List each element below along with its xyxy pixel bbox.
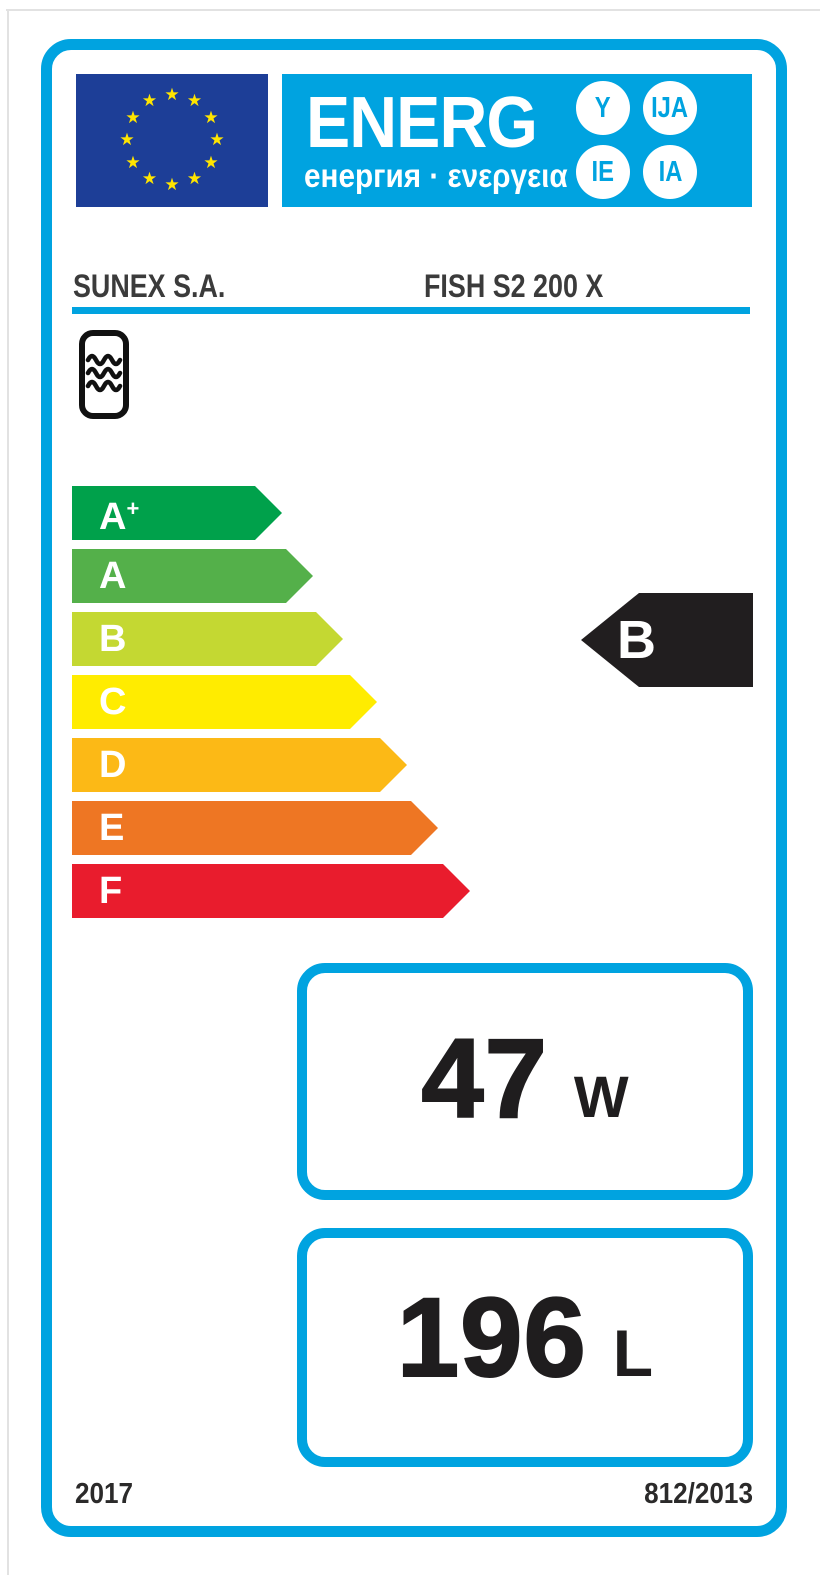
power-loss-value: 47 — [420, 1016, 548, 1141]
class-arrow-a-plus: A+ — [72, 486, 282, 540]
class-arrow-c: C — [72, 675, 377, 729]
storage-volume-unit: L — [612, 1316, 654, 1390]
rating-arrow: B — [581, 593, 753, 687]
class-letter: F — [99, 870, 123, 912]
energy-logo-badge-ia: IA — [643, 145, 697, 199]
class-arrow-f: F — [72, 864, 470, 918]
eu-flag-star: ★ — [186, 168, 203, 188]
energy-logo-text: ENERG — [306, 83, 538, 163]
class-letter: A — [99, 555, 127, 597]
rating-class-letter: B — [617, 610, 656, 670]
eu-flag-star: ★ — [119, 130, 135, 149]
label-year: 2017 — [75, 1478, 134, 1510]
class-letter: A+ — [99, 496, 140, 538]
eu-flag-star: ★ — [164, 175, 180, 194]
eu-flag-star: ★ — [141, 168, 158, 188]
class-letter: B — [99, 618, 127, 660]
class-arrow-a: A — [72, 549, 313, 603]
power-loss-box: 47 W — [297, 963, 753, 1200]
eu-flag-star: ★ — [125, 152, 141, 172]
eu-flag: ★ ★ ★ ★ ★ ★ ★ ★ ★ ★ ★ ★ — [76, 74, 268, 207]
power-loss-unit: W — [573, 1065, 629, 1130]
class-letter: D — [99, 744, 127, 786]
eu-flag-star: ★ — [203, 107, 219, 127]
eu-flag-star: ★ — [203, 152, 219, 172]
regulation-number: 812/2013 — [644, 1478, 753, 1510]
energy-logo-badge-ija: IJA — [643, 81, 697, 135]
class-arrow-d: D — [72, 738, 407, 792]
energy-logo-badge-y: Y — [576, 81, 630, 135]
eu-flag-star: ★ — [164, 85, 180, 104]
eu-flag-star: ★ — [125, 107, 141, 127]
eu-flag-star: ★ — [141, 91, 158, 111]
class-arrow-b: B — [72, 612, 343, 666]
hot-water-storage-tank-icon — [79, 330, 129, 419]
supplier-name: SUNEX S.A. — [73, 268, 226, 304]
energy-logo-panel: ENERG енергия · ενεργεια Y IJA IE IA — [282, 74, 752, 207]
eu-flag-star: ★ — [186, 91, 203, 111]
page-edge-top — [6, 9, 820, 11]
eu-flag-star: ★ — [209, 130, 225, 149]
storage-volume-box: 196 L — [297, 1228, 753, 1467]
efficiency-scale: A+ A B C D E F — [72, 486, 470, 918]
energy-logo-badge-ie: IE — [576, 145, 630, 199]
class-letter: C — [99, 681, 127, 723]
class-arrow-e: E — [72, 801, 438, 855]
model-name: FISH S2 200 X — [424, 268, 604, 304]
energy-logo-subtext: енергия · ενεργεια — [304, 157, 568, 194]
page-edge-left — [7, 9, 9, 1575]
storage-volume-value: 196 — [396, 1275, 587, 1400]
class-letter: E — [99, 807, 125, 849]
header-separator — [72, 307, 750, 314]
